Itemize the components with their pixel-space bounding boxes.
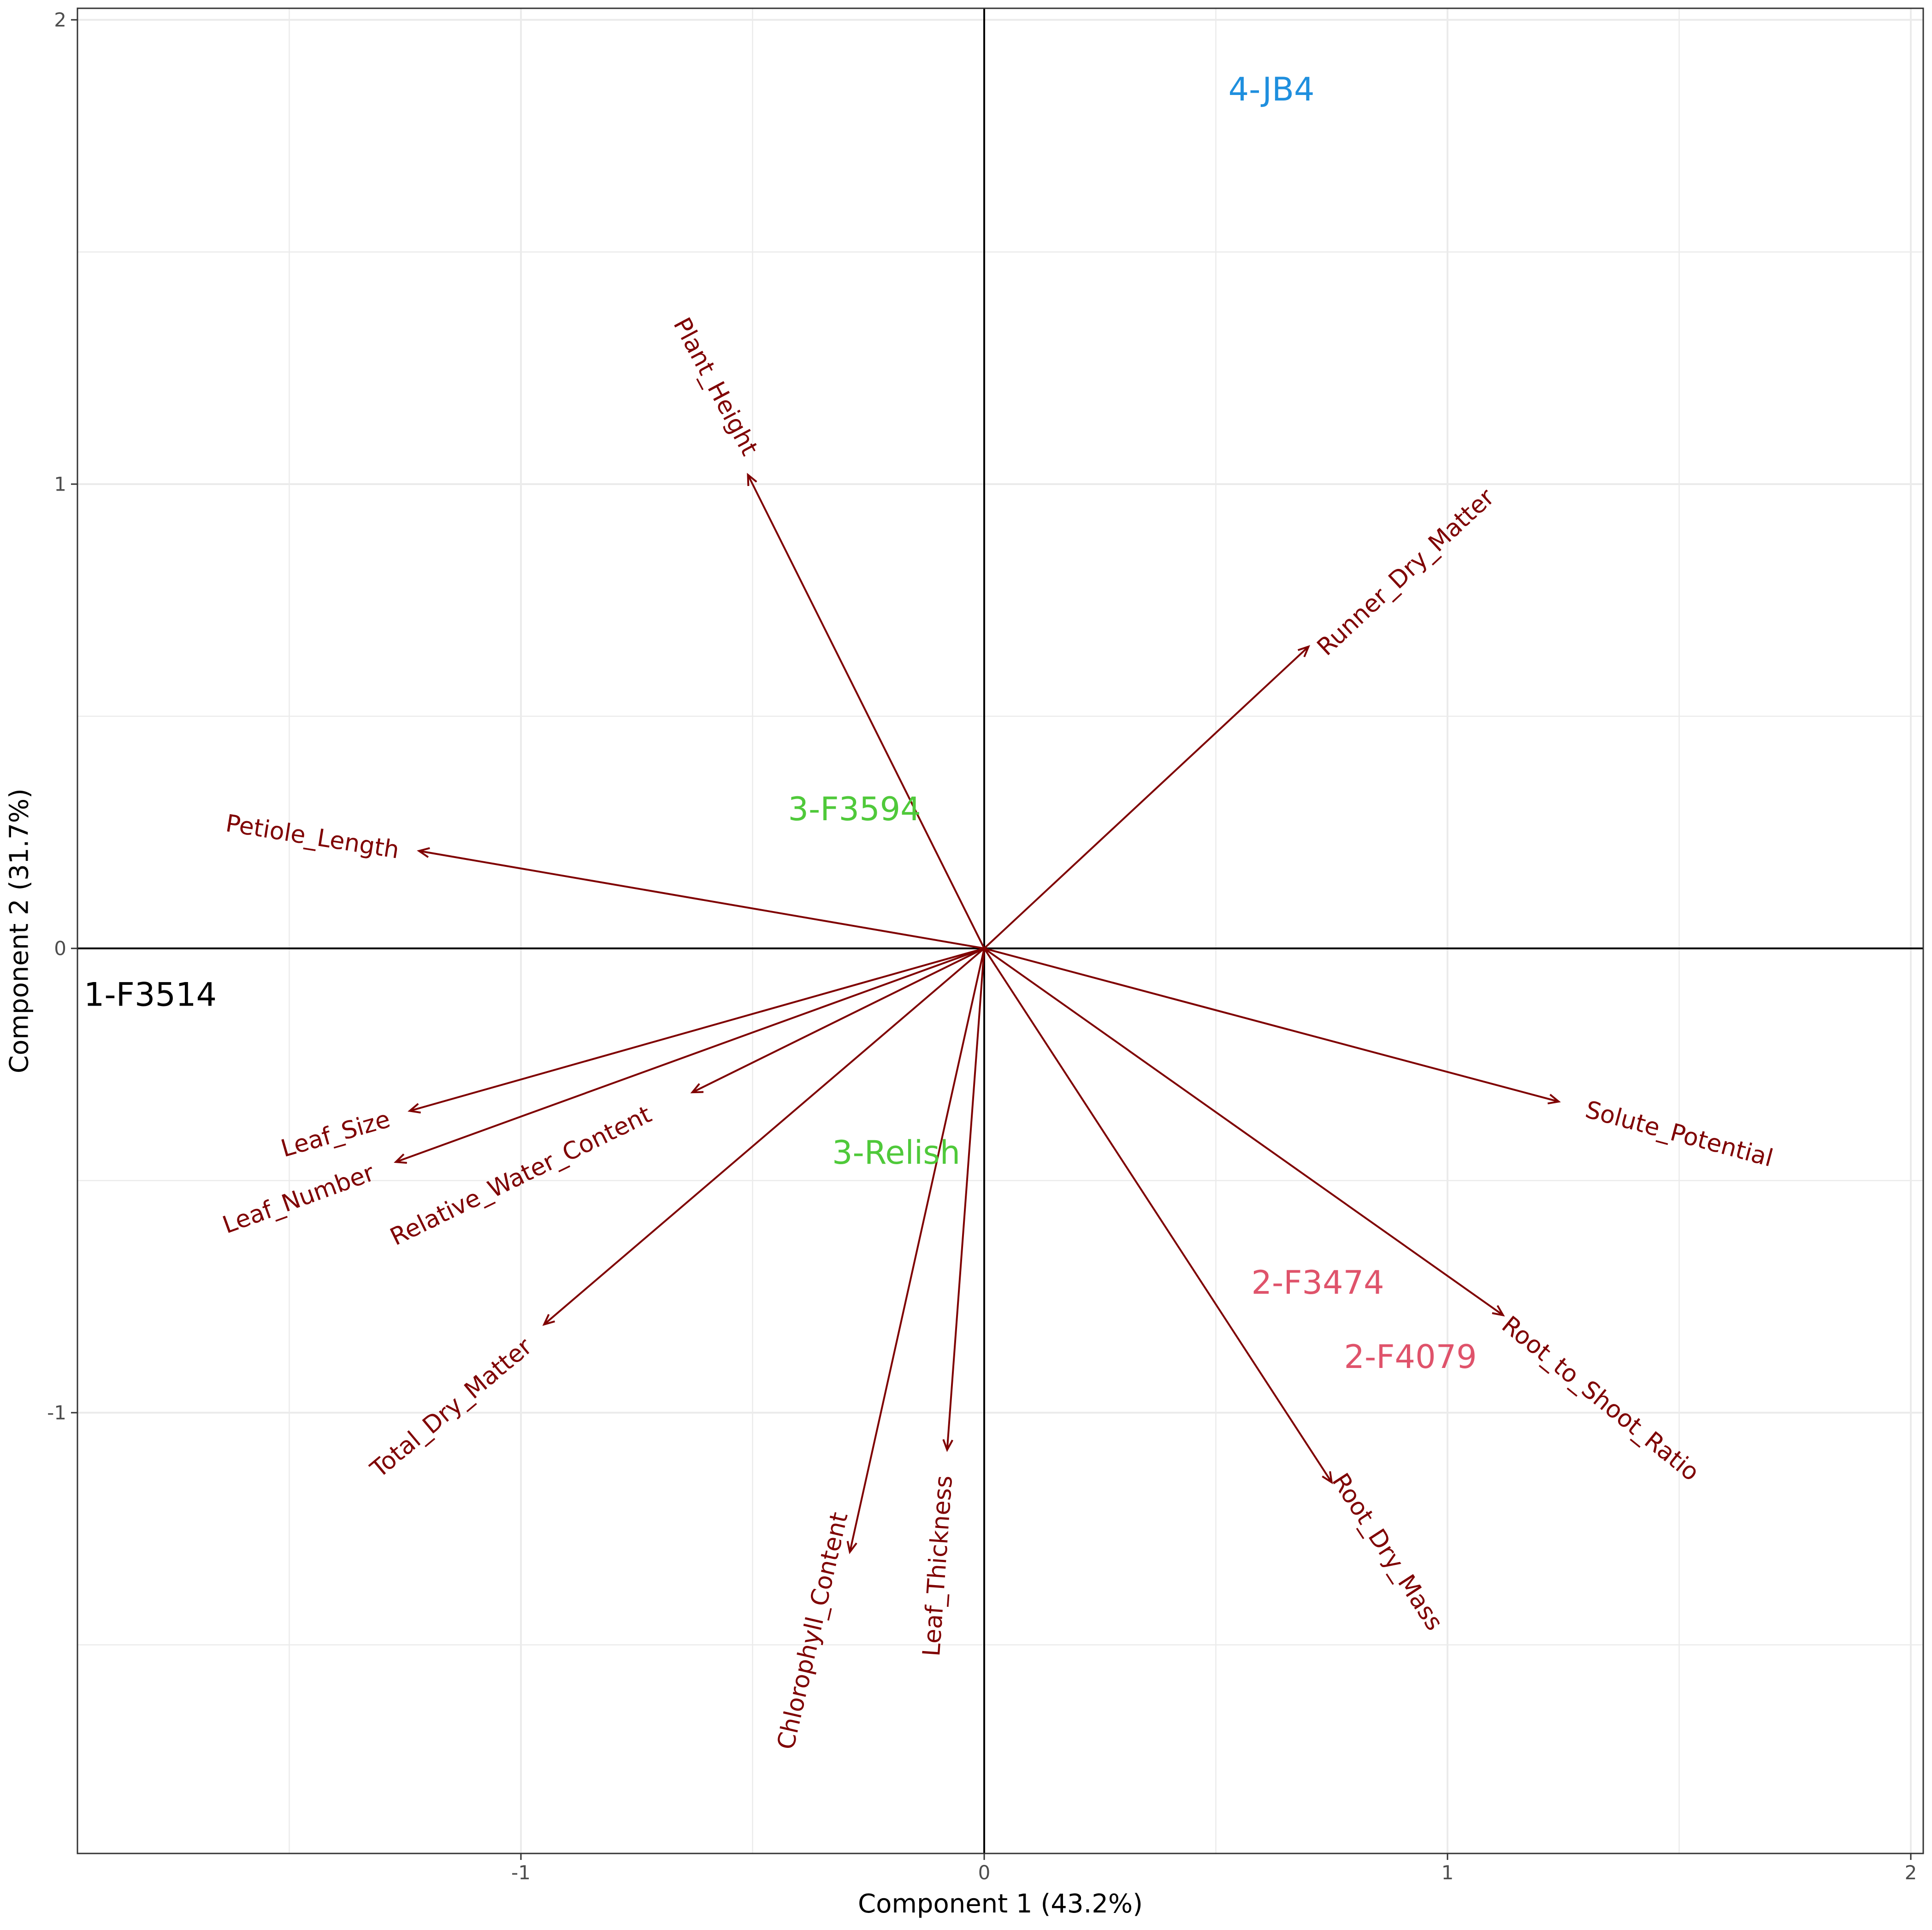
observation-label-3-f3594: 3-F3594: [788, 790, 921, 828]
loading-arrow-leaf-thickness: [942, 948, 985, 1452]
loading-arrow-root-to-shoot-ratio: [983, 947, 1505, 1317]
panel-border: [77, 7, 1924, 1854]
observation-label-2-f3474: 2-F3474: [1251, 1264, 1384, 1302]
loading-arrow-leaf-size: [408, 947, 985, 1114]
loading-arrow-leaf-number: [394, 947, 985, 1164]
observation-label-1-f3514: 1-F3514: [84, 976, 217, 1014]
x-tick-label: -1: [511, 1861, 531, 1884]
y-tick-label: 0: [54, 937, 66, 960]
loading-arrows: [394, 473, 1561, 1554]
loading-arrow-chlorophyll-content: [846, 948, 985, 1554]
x-tick-label: 2: [1905, 1861, 1917, 1884]
observation-labels: 4-JB4 3-F3594 1-F3514 3-Relish 2-F3474 2-F407…: [84, 71, 1477, 1376]
grid-lines: [77, 8, 1923, 1853]
zero-reference-lines: [77, 8, 1923, 1853]
loading-arrow-total-dry-matter: [542, 947, 985, 1326]
x-tick-label: 1: [1442, 1861, 1454, 1884]
axis-ticks: -1 0 1 2 -1 0 1 2: [47, 9, 1917, 1884]
loading-arrow-runner-dry-matter: [983, 645, 1311, 949]
loading-arrow-plant-height: [747, 473, 985, 949]
loading-arrow-petiole-length: [417, 847, 985, 949]
loading-arrow-solute-potential: [984, 947, 1561, 1105]
y-axis-title: Component 2 (31.7%): [5, 788, 35, 1073]
observation-label-3-relish: 3-Relish: [832, 1134, 960, 1172]
x-tick-label: 0: [978, 1861, 991, 1884]
observation-label-2-f4079: 2-F4079: [1344, 1338, 1477, 1376]
y-tick-label: 2: [54, 9, 66, 31]
y-tick-label: 1: [54, 473, 66, 496]
x-axis-title: Component 1 (43.2%): [858, 1889, 1143, 1919]
loading-arrow-root-dry-mass: [983, 947, 1333, 1485]
observation-label-4-jb4: 4-JB4: [1229, 71, 1315, 108]
y-tick-label: -1: [47, 1402, 66, 1424]
loading-arrow-relative-water-content: [690, 947, 985, 1094]
